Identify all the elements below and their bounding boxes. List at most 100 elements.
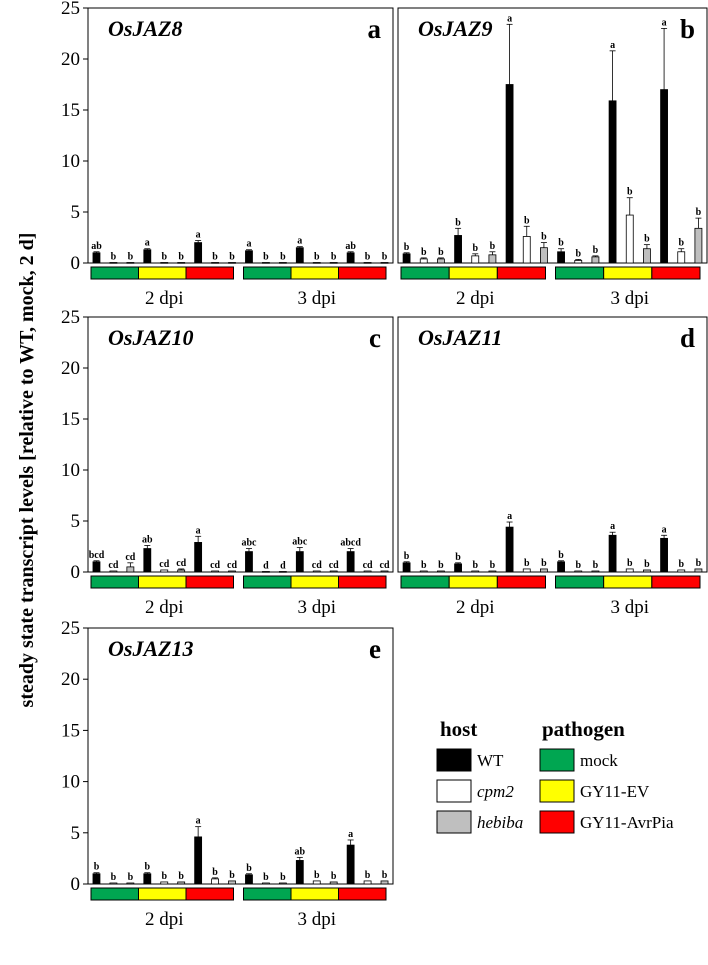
group-label: 3 dpi bbox=[297, 288, 336, 309]
significance-label: b bbox=[280, 251, 286, 262]
bar-wt-gy11-ev-3-dpi bbox=[295, 551, 304, 573]
significance-label: b bbox=[94, 862, 100, 873]
bar-wt-gy11-avrpia-2-dpi bbox=[505, 526, 514, 573]
y-tick-label: 25 bbox=[61, 618, 80, 639]
significance-label: cd bbox=[159, 559, 169, 570]
significance-label: b bbox=[365, 251, 371, 262]
pathogen-strip-mock bbox=[243, 266, 292, 280]
legend-swatch-gy11-avrpia bbox=[539, 810, 575, 834]
pathogen-strip-gy11-avrpia bbox=[651, 575, 701, 589]
significance-label: b bbox=[541, 232, 547, 243]
bar-cpm2-gy11-avrpia-2-dpi bbox=[522, 236, 531, 264]
legend-label-wt: WT bbox=[477, 751, 504, 770]
significance-label: a bbox=[297, 236, 302, 247]
y-tick-label: 20 bbox=[61, 49, 80, 70]
bar-cpm2-mock-3-dpi bbox=[574, 570, 583, 573]
significance-label: b bbox=[263, 872, 269, 883]
group-label: 2 dpi bbox=[456, 597, 495, 618]
panel-title: OsJAZ8 bbox=[108, 16, 183, 41]
bar-cpm2-mock-3-dpi bbox=[262, 571, 270, 573]
pathogen-strip-mock bbox=[243, 887, 292, 901]
significance-label: cd bbox=[210, 560, 220, 571]
pathogen-strip-gy11-ev bbox=[448, 266, 498, 280]
bar-cpm2-mock-2-dpi bbox=[109, 262, 118, 264]
significance-label: cd bbox=[176, 558, 186, 569]
significance-label: b bbox=[212, 867, 218, 878]
significance-label: ab bbox=[142, 534, 153, 545]
bar-wt-gy11-ev-2-dpi bbox=[143, 249, 152, 264]
pathogen-strip-gy11-ev bbox=[290, 266, 339, 280]
pathogen-strip-gy11-ev bbox=[138, 887, 187, 901]
significance-label: cd bbox=[108, 560, 118, 571]
bar-hebiba-mock-3-dpi bbox=[278, 262, 287, 264]
bar-hebiba-mock-2-dpi bbox=[437, 570, 445, 573]
significance-label: cd bbox=[312, 560, 322, 571]
bar-hebiba-gy11-avrpia-2-dpi bbox=[228, 262, 236, 264]
y-tick-label: 0 bbox=[71, 253, 81, 274]
bar-wt-mock-3-dpi bbox=[245, 250, 253, 264]
legend-label-mock: mock bbox=[580, 751, 618, 770]
bar-hebiba-mock-3-dpi bbox=[278, 571, 287, 573]
legend: host pathogen WT cpm2 hebiba mock GY11-EV GY1… bbox=[436, 717, 674, 834]
significance-label: abc bbox=[292, 537, 308, 548]
y-tick-label: 15 bbox=[61, 100, 80, 121]
significance-label: b bbox=[558, 238, 564, 249]
bar-hebiba-gy11-avrpia-2-dpi bbox=[540, 247, 548, 264]
significance-label: a bbox=[196, 525, 201, 536]
pathogen-strip-gy11-avrpia bbox=[496, 266, 547, 280]
significance-label: cd bbox=[329, 560, 339, 571]
significance-label: b bbox=[382, 251, 388, 262]
bar-cpm2-mock-2-dpi bbox=[109, 882, 118, 885]
bar-hebiba-gy11-ev-3-dpi bbox=[643, 248, 651, 264]
y-tick-label: 25 bbox=[61, 307, 80, 328]
bar-hebiba-gy11-avrpia-3-dpi bbox=[694, 227, 703, 264]
significance-label: b bbox=[438, 247, 444, 258]
bar-hebiba-mock-2-dpi bbox=[126, 262, 135, 264]
bar-hebiba-mock-3-dpi bbox=[278, 882, 287, 885]
pathogen-strip-gy11-ev bbox=[603, 266, 653, 280]
y-tick-label: 10 bbox=[61, 151, 80, 172]
significance-label: b bbox=[644, 559, 650, 570]
significance-label: b bbox=[438, 560, 444, 571]
panel-title: OsJAZ13 bbox=[108, 636, 194, 661]
significance-label: b bbox=[229, 251, 235, 262]
bar-hebiba-gy11-avrpia-3-dpi bbox=[694, 568, 703, 573]
significance-label: a bbox=[507, 13, 512, 24]
panel-letter: d bbox=[680, 323, 695, 353]
bar-wt-mock-2-dpi bbox=[92, 873, 101, 885]
legend-swatch-cpm2 bbox=[436, 779, 472, 803]
significance-label: abc bbox=[241, 538, 257, 549]
significance-label: a bbox=[196, 230, 201, 241]
significance-label: b bbox=[246, 863, 252, 874]
y-tick-label: 15 bbox=[61, 720, 80, 741]
bar-hebiba-gy11-avrpia-2-dpi bbox=[228, 570, 236, 573]
legend-host-title: host bbox=[440, 717, 477, 741]
significance-label: b bbox=[421, 247, 427, 258]
bar-hebiba-gy11-avrpia-3-dpi bbox=[380, 880, 389, 885]
bar-wt-gy11-avrpia-2-dpi bbox=[194, 542, 203, 573]
pathogen-strip-gy11-ev bbox=[138, 575, 187, 589]
bar-wt-gy11-avrpia-3-dpi bbox=[660, 89, 668, 264]
y-tick-label: 15 bbox=[61, 409, 80, 430]
group-label: 2 dpi bbox=[145, 597, 184, 618]
legend-label-gy11-ev: GY11-EV bbox=[580, 782, 650, 801]
pathogen-strip-mock bbox=[90, 887, 139, 901]
panel-title: OsJAZ10 bbox=[108, 325, 194, 350]
bar-hebiba-gy11-ev-2-dpi bbox=[177, 262, 186, 264]
bar-cpm2-gy11-ev-3-dpi bbox=[625, 214, 634, 264]
panel-frame bbox=[397, 7, 708, 264]
significance-label: b bbox=[455, 552, 461, 563]
bar-cpm2-gy11-ev-3-dpi bbox=[312, 262, 321, 264]
significance-label: b bbox=[678, 559, 684, 570]
significance-label: b bbox=[263, 251, 269, 262]
bar-wt-mock-2-dpi bbox=[92, 252, 101, 264]
bar-wt-mock-3-dpi bbox=[245, 551, 253, 573]
significance-label: b bbox=[314, 870, 320, 881]
bar-cpm2-mock-2-dpi bbox=[419, 258, 428, 264]
group-label: 2 dpi bbox=[145, 909, 184, 930]
pathogen-strip-gy11-avrpia bbox=[185, 575, 234, 589]
